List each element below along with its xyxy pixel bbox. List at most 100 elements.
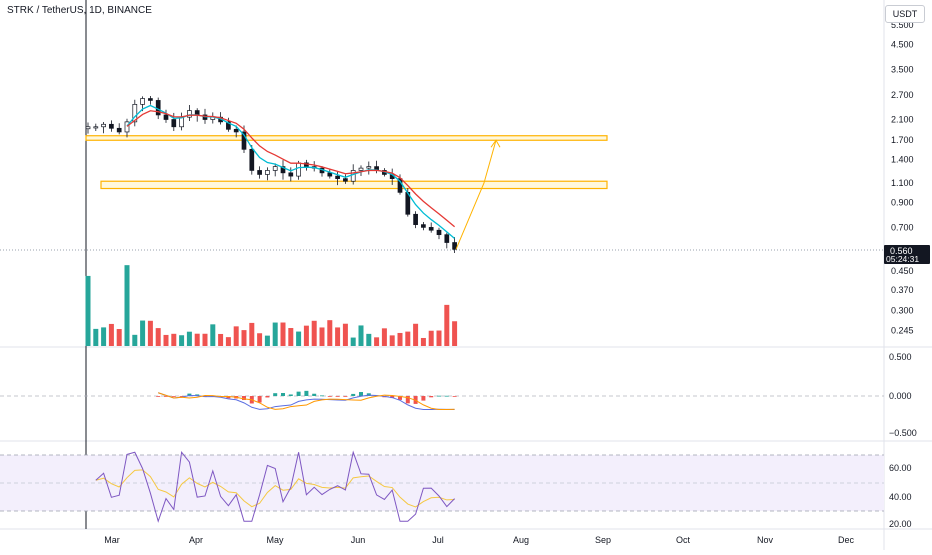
volume-bar [163,334,169,346]
volume-bar [147,320,153,346]
macd-histogram-bar [242,396,246,401]
projection-line [455,140,497,250]
macd-histogram-bar [226,396,231,399]
price-tick-label: 0.245 [891,325,914,335]
candle-body [436,229,442,236]
volume-bar [225,337,231,346]
macd-histogram-bar [366,393,371,396]
price-tick-label: 1.100 [891,178,914,188]
rsi-indicator [95,450,455,523]
volume-bar [132,334,138,346]
candle-body [226,121,231,130]
volume-bar [420,337,426,346]
ema-lines [126,104,456,239]
volume-bar [233,326,239,346]
time-tick-label: Nov [757,535,774,545]
time-tick-label: Oct [676,535,691,545]
volume-bar [381,328,387,346]
volume-bar [101,327,107,346]
macd-histogram-bar [351,393,356,396]
volume-bar [179,335,185,346]
rsi-tick-label: 60.00 [889,463,912,473]
time-tick-label: Jul [432,535,444,545]
volume-bar [342,323,348,346]
candle-body [257,170,262,175]
price-tick-label: 0.450 [891,266,914,276]
volume-bar [288,328,294,346]
macd-histogram-bar [273,393,278,396]
candle-body [327,172,333,177]
price-tick-label: 0.300 [891,306,914,316]
candle-body [163,114,169,120]
candlestick-series [85,95,457,253]
candle-body [109,123,114,129]
macd-indicator [156,390,457,411]
volume-bar [405,331,411,346]
candle-body [249,148,255,171]
macd-histogram-bar [437,395,441,397]
time-tick-label: Sep [595,535,611,545]
macd-histogram-bar [444,395,449,397]
candle-body [116,127,122,133]
current-price-label: 0.560 [890,246,913,256]
time-tick-label: Dec [838,535,855,545]
volume-bar [85,275,91,346]
ema-slow-line [126,110,456,228]
volume-bar [264,335,270,346]
macd-histogram-bar [429,396,434,398]
price-tick-label: 5.500 [891,20,914,30]
macd-histogram-bar [359,392,363,396]
price-tick-label: 0.370 [891,285,914,295]
candle-body [265,170,270,175]
volume-bar [218,333,224,346]
candle-body [343,178,348,182]
volume-bar [140,320,146,346]
candle-body [233,128,239,133]
candle-body [187,110,192,118]
volume-bar [272,322,278,346]
time-tick-label: Aug [513,535,529,545]
volume-bar [397,332,403,346]
rsi-tick-label: 40.00 [889,492,912,502]
candle-body [124,121,130,133]
macd-histogram-bar [257,396,262,403]
time-tick-label: Jun [351,535,366,545]
candle-body [272,166,278,171]
candle-body [366,166,372,169]
price-tick-label: 3.500 [891,64,914,74]
price-tick-label: 1.400 [891,154,914,164]
volume-bar [358,325,364,346]
rsi-tick-label: 20.00 [889,519,912,529]
candle-body [85,126,91,130]
currency-button[interactable]: USDT [885,5,925,23]
volume-bar [366,333,372,346]
candle-body [140,98,145,105]
macd-histogram-bar [405,396,410,404]
symbol-title: STRK / TetherUS, 1D, BINANCE [7,5,152,16]
volume-bar [124,265,130,346]
volume-bar [194,333,200,346]
volume-bar [428,330,434,346]
volume-bar [350,337,356,346]
volume-bar [249,322,255,346]
macd-histogram-bar [312,393,317,396]
macd-histogram-bar [343,396,348,397]
volume-bar [186,331,192,346]
macd-signal-line [158,392,455,411]
macd-line [158,392,455,411]
projection-arrow-icon [490,139,501,148]
macd-tick-label: 0.500 [889,352,912,362]
volume-bar [327,320,333,346]
volume-bar [311,320,317,346]
volume-bar [436,330,442,346]
candle-body [444,234,450,243]
ema-fast-line [126,104,456,239]
volume-bar [296,331,302,346]
macd-tick-label: −0.500 [889,428,917,438]
volume-bar [303,325,309,346]
macd-histogram-bar [320,395,324,397]
macd-histogram-bar [398,396,402,400]
volume-bar [444,304,450,346]
